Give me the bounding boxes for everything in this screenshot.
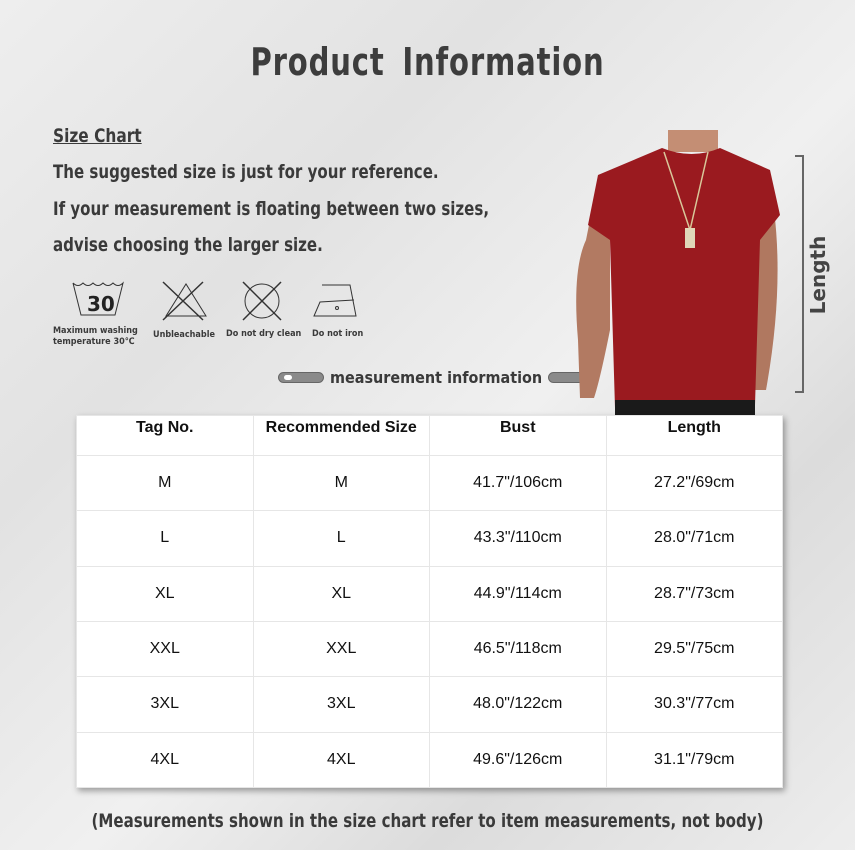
care-wash: 30 Maximum washing temperature 30℃	[53, 280, 143, 348]
care-label: Maximum washing temperature 30℃	[53, 326, 138, 347]
table-cell: 46.5"/118cm	[429, 620, 607, 678]
table-cell: XXL	[252, 620, 430, 678]
size-note-2: If your measurement is floating between …	[53, 198, 490, 220]
measurement-note: (Measurements shown in the size chart re…	[91, 810, 764, 832]
table-cell: 4XL	[76, 731, 254, 789]
header-bust: Bust	[429, 415, 607, 456]
care-dry-clean: Do not dry clean	[226, 280, 301, 340]
table-cell: 41.7"/106cm	[429, 454, 607, 512]
table-cell: 30.3"/77cm	[605, 676, 783, 733]
header-recommended: Recommended Size	[252, 415, 430, 456]
table-row: M M 41.7"/106cm 27.2"/69cm	[76, 454, 783, 512]
care-bleach: Unbleachable	[153, 280, 221, 341]
table-cell: XXL	[76, 620, 254, 678]
no-dry-clean-icon	[242, 281, 282, 321]
pill-decoration	[278, 372, 324, 383]
length-label: Length	[806, 236, 830, 315]
table-cell: M	[76, 454, 254, 512]
table-cell: 28.0"/71cm	[605, 510, 783, 567]
header-tag: Tag No.	[76, 415, 254, 456]
table-cell: 28.7"/73cm	[605, 565, 783, 622]
table-cell: 4XL	[252, 731, 430, 789]
table-row: 3XL 3XL 48.0"/122cm 30.3"/77cm	[76, 676, 783, 733]
size-note-1: The suggested size is just for your refe…	[53, 161, 439, 183]
care-iron: Do not iron	[312, 280, 372, 340]
table-cell: 3XL	[252, 676, 430, 733]
table-row: L L 43.3"/110cm 28.0"/71cm	[76, 510, 783, 567]
table-cell: 48.0"/122cm	[429, 676, 607, 733]
no-iron-icon	[313, 284, 357, 317]
table-cell: 3XL	[76, 676, 254, 733]
no-bleach-icon	[162, 281, 207, 321]
table-cell: 29.5"/75cm	[605, 620, 783, 678]
table-row: 4XL 4XL 49.6"/126cm 31.1"/79cm	[76, 731, 783, 789]
care-label: Unbleachable	[153, 330, 215, 340]
size-chart-heading: Size Chart	[53, 125, 142, 147]
measurement-info-label: measurement information	[278, 368, 595, 387]
table-cell: XL	[76, 565, 254, 622]
care-label: Do not iron	[312, 329, 364, 339]
table-cell: 49.6"/126cm	[429, 731, 607, 789]
wash-temp: 30	[87, 292, 115, 316]
care-label: Do not dry clean	[226, 329, 302, 339]
table-cell: L	[252, 510, 430, 567]
model-shirt-image	[576, 130, 780, 420]
size-note-3: advise choosing the larger size.	[53, 234, 323, 256]
header-length: Length	[605, 415, 783, 456]
table-row: XL XL 44.9"/114cm 28.7"/73cm	[76, 565, 783, 622]
table-cell: M	[252, 454, 430, 512]
table-cell: 31.1"/79cm	[605, 731, 783, 789]
table-cell: 43.3"/110cm	[429, 510, 607, 567]
length-bracket: Length	[795, 155, 830, 393]
wash-30-icon: 30	[72, 281, 124, 316]
table-cell: XL	[252, 565, 430, 622]
table-cell: 27.2"/69cm	[605, 454, 783, 512]
table-cell: L	[76, 510, 254, 567]
page-title: Product Information	[250, 40, 605, 84]
table-cell: 44.9"/114cm	[429, 565, 607, 622]
table-header-row: Tag No. Recommended Size Bust Length	[76, 415, 783, 456]
measurement-text: measurement information	[330, 368, 543, 387]
table-row: XXL XXL 46.5"/118cm 29.5"/75cm	[76, 620, 783, 678]
